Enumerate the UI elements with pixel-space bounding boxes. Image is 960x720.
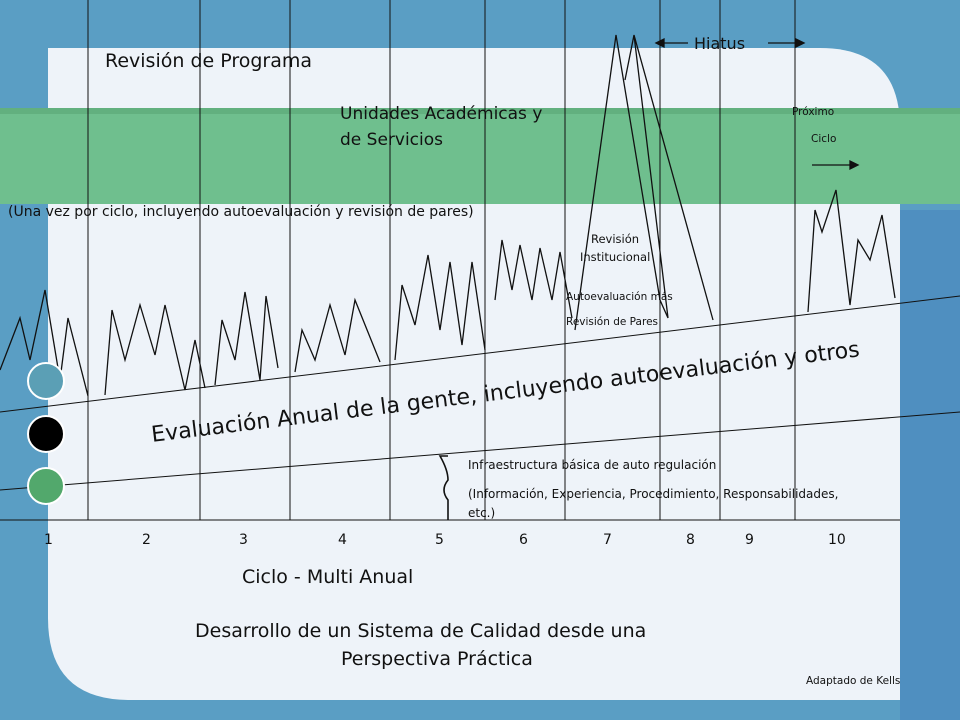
self-eval-label-2: Revisión de Pares — [566, 316, 658, 328]
peaks-year-2 — [104, 302, 206, 396]
black-level-dot — [27, 415, 65, 453]
multi-year-cycle-title: Ciclo - Multi Anual — [242, 566, 414, 588]
next-label: Próximo — [792, 106, 835, 118]
timeline-9: 9 — [745, 532, 754, 548]
hiatus-arrow-right — [795, 37, 806, 49]
timeline-4: 4 — [338, 532, 347, 548]
infrastructure-label-3: etc.) — [468, 506, 496, 520]
hiatus-label: Hiatus — [694, 34, 746, 53]
infrastructure-label-1: Infraestructura básica de auto regulació… — [468, 458, 717, 472]
blue-level-dot — [27, 362, 65, 400]
institutional-review-peak — [574, 34, 714, 331]
infrastructure-brace — [438, 455, 449, 520]
cycle-label: Ciclo — [811, 133, 837, 145]
timeline-6: 6 — [519, 532, 528, 548]
next-cycle-peaks — [807, 189, 896, 313]
timeline-10: 10 — [828, 532, 846, 548]
peaks-year-1 — [0, 289, 89, 397]
timeline-1: 1 — [44, 532, 53, 548]
peaks-year-5 — [394, 254, 486, 361]
timeline-2: 2 — [142, 532, 151, 548]
institutional-review-label-1: Revisión — [591, 232, 640, 246]
timeline-8: 8 — [686, 532, 695, 548]
once-per-cycle-note: (Una vez por ciclo, incluyendo autoevalu… — [8, 204, 474, 220]
credit-label: Adaptado de Kells — [806, 675, 901, 687]
peaks-year-3 — [214, 291, 279, 386]
timeline-7: 7 — [603, 532, 612, 548]
services-label: de Servicios — [340, 130, 444, 150]
program-review-title: Revisión de Programa — [105, 50, 313, 72]
hiatus-arrow-left — [654, 37, 665, 49]
timeline-3: 3 — [239, 532, 248, 548]
development-title-line-1: Desarrollo de un Sistema de Calidad desd… — [195, 620, 647, 642]
peaks-year-4 — [294, 297, 381, 373]
self-eval-label-1: Autoevaluación más — [566, 291, 673, 303]
green-level-dot — [27, 467, 65, 505]
institutional-review-label-2: Institucional — [580, 250, 651, 264]
upper-slope-line — [0, 295, 960, 413]
development-title-line-2: Perspectiva Práctica — [341, 648, 533, 670]
next-cycle-arrow — [849, 159, 860, 171]
timeline-5: 5 — [435, 532, 444, 548]
units-label: Unidades Académicas y — [340, 104, 543, 124]
lower-slope-line — [0, 411, 960, 491]
peaks-year-6 — [494, 239, 573, 319]
infrastructure-label-2: (Información, Experiencia, Procedimiento… — [468, 487, 839, 501]
